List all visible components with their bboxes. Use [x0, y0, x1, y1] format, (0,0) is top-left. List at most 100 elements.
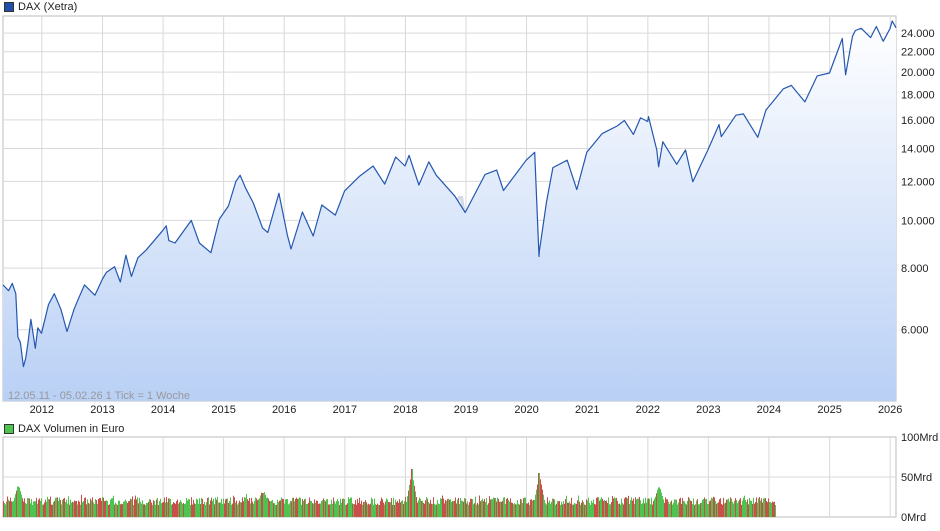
volume-bar — [416, 497, 417, 517]
volume-bar — [39, 498, 40, 517]
volume-bar — [445, 499, 446, 517]
volume-bar — [513, 504, 514, 517]
volume-bar — [33, 501, 34, 517]
volume-bar — [190, 505, 191, 517]
volume-bar — [281, 497, 282, 517]
x-tick-label: 2020 — [514, 404, 538, 416]
volume-bar — [764, 498, 765, 517]
volume-bar — [582, 500, 583, 517]
volume-bar — [321, 500, 322, 517]
volume-bar — [454, 500, 455, 517]
volume-bar — [728, 498, 729, 517]
volume-bar — [418, 500, 419, 517]
volume-bar — [774, 501, 775, 517]
price-y-tick-label: 14.000 — [901, 143, 935, 155]
volume-bar — [112, 498, 113, 517]
volume-bar — [583, 502, 584, 517]
volume-bar — [432, 504, 433, 517]
volume-bar — [623, 504, 624, 517]
volume-bar — [49, 499, 50, 517]
volume-bar — [765, 498, 766, 517]
volume-bar — [178, 503, 179, 517]
volume-bar — [246, 494, 247, 517]
volume-bar — [362, 504, 363, 517]
x-tick-label: 2024 — [757, 404, 781, 416]
volume-bar — [658, 487, 659, 517]
volume-bar — [669, 503, 670, 517]
volume-bar — [32, 504, 33, 517]
volume-bar — [43, 504, 44, 517]
x-tick-label: 2017 — [333, 404, 357, 416]
volume-bar — [534, 499, 535, 517]
volume-bar — [60, 499, 61, 517]
volume-bar — [627, 498, 628, 517]
volume-bar — [637, 498, 638, 517]
volume-bar — [279, 500, 280, 517]
volume-bar — [183, 503, 184, 517]
volume-bar — [21, 494, 22, 517]
volume-bar — [20, 491, 21, 517]
volume-bar — [560, 504, 561, 517]
volume-bar — [636, 499, 637, 517]
volume-bar — [331, 499, 332, 517]
volume-bar — [63, 498, 64, 517]
volume-bar — [160, 498, 161, 517]
volume-bar — [92, 497, 93, 517]
volume-bar — [337, 498, 338, 517]
volume-bar — [74, 500, 75, 517]
volume-bar — [665, 497, 666, 517]
volume-bar — [413, 480, 414, 517]
volume-bar — [232, 503, 233, 517]
volume-bar — [343, 498, 344, 517]
volume-bar — [503, 497, 504, 517]
volume-bar — [591, 500, 592, 517]
volume-bar — [284, 503, 285, 517]
volume-bar — [575, 503, 576, 517]
volume-bar — [197, 499, 198, 517]
volume-bar — [605, 501, 606, 517]
volume-bar — [713, 496, 714, 517]
volume-bar — [130, 498, 131, 517]
volume-bar — [732, 501, 733, 517]
volume-bar — [659, 487, 660, 517]
volume-bar — [699, 504, 700, 517]
volume-bar — [437, 499, 438, 517]
volume-bar — [55, 497, 56, 517]
volume-bar — [532, 500, 533, 517]
volume-bar — [116, 503, 117, 517]
volume-bar — [16, 490, 17, 517]
volume-bar — [3, 501, 4, 517]
volume-bar — [309, 497, 310, 517]
volume-bar — [581, 502, 582, 517]
volume-bar — [287, 499, 288, 517]
volume-bar — [141, 503, 142, 517]
volume-bar — [35, 501, 36, 517]
volume-bar — [367, 504, 368, 517]
volume-bar — [176, 501, 177, 517]
volume-bar — [113, 495, 114, 517]
volume-bar — [647, 498, 648, 517]
volume-bar — [306, 504, 307, 517]
volume-bar — [743, 497, 744, 517]
volume-bar — [188, 499, 189, 517]
volume-bar — [173, 502, 174, 517]
volume-bar — [354, 504, 355, 517]
volume-bar — [642, 503, 643, 517]
volume-bar — [304, 499, 305, 517]
volume-bar — [314, 499, 315, 517]
x-tick-label: 2015 — [211, 404, 235, 416]
volume-bar — [613, 498, 614, 517]
volume-bar — [691, 501, 692, 517]
price-y-tick-label: 18.000 — [901, 90, 935, 102]
volume-bar — [746, 502, 747, 517]
volume-bar — [111, 498, 112, 517]
volume-bar — [644, 503, 645, 517]
volume-bar — [106, 500, 107, 517]
volume-bar — [117, 504, 118, 517]
volume-bar — [461, 500, 462, 517]
volume-bar — [489, 496, 490, 517]
volume-bar — [730, 497, 731, 517]
volume-bar — [189, 499, 190, 517]
volume-bar — [46, 501, 47, 517]
volume-bar — [520, 498, 521, 517]
